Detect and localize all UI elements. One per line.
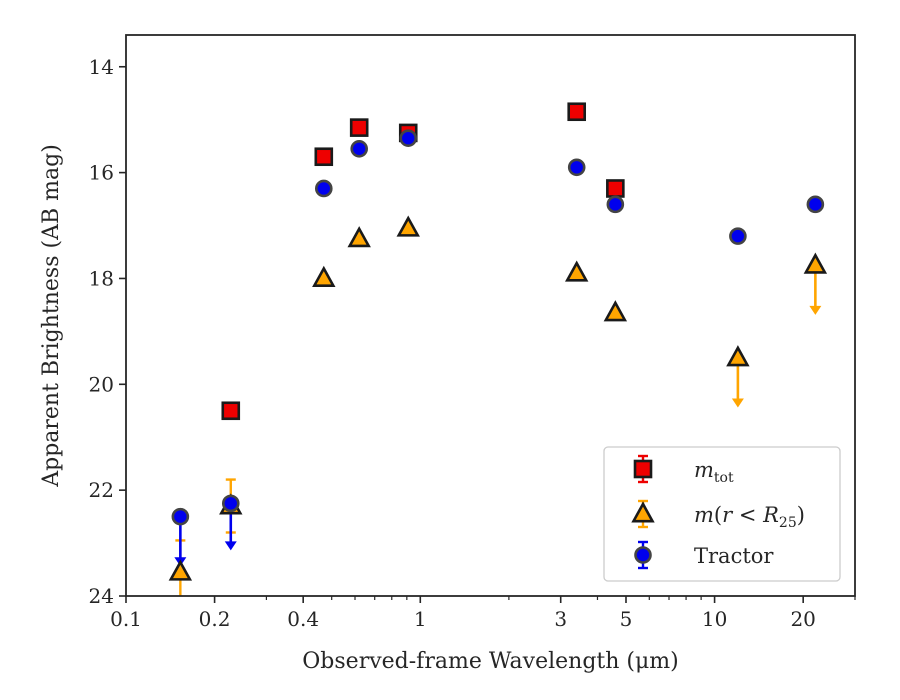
data-point-mr25 [803, 252, 828, 274]
data-point-mr25 [347, 226, 371, 248]
upper-limit-arrow-head [731, 398, 744, 408]
data-point-mr25 [168, 559, 193, 581]
data-point-mr25 [726, 345, 750, 367]
x-tick-label: 10 [702, 607, 727, 631]
data-point-mr25 [603, 300, 628, 322]
upper-limit-arrow-head [809, 305, 822, 315]
data-point-mr25 [565, 260, 589, 282]
x-tick-label: 20 [790, 607, 815, 631]
data-point-tractor [399, 129, 418, 148]
y-tick-label: 16 [89, 161, 114, 185]
data-point-tractor [350, 139, 368, 158]
plot-frame [125, 34, 856, 597]
data-point-tractor [806, 195, 825, 214]
series-tractor [171, 129, 825, 526]
data-point-mtot [221, 401, 241, 421]
data-point-tractor [606, 195, 625, 214]
x-tick-label: 1 [414, 607, 427, 631]
x-tick-label: 0.1 [110, 607, 142, 631]
data-point-mtot [314, 147, 334, 167]
x-tick-label: 5 [620, 607, 633, 631]
y-tick-label: 18 [89, 266, 114, 290]
x-tick-label: 0.2 [199, 607, 231, 631]
legend-marker-mr25 [631, 501, 655, 523]
x-tick-label: 3 [554, 607, 567, 631]
data-point-mtot [606, 179, 625, 198]
legend: mtot m(r < R25) Tractor [603, 446, 841, 582]
y-tick-label: 14 [89, 55, 114, 79]
y-axis-label: Apparent Brightness (AB mag) [39, 144, 64, 488]
legend-label-mtot: mtot [694, 458, 734, 486]
legend-marker-mtot [633, 459, 653, 479]
data-point-tractor [221, 494, 240, 513]
x-axis-label: Observed-frame Wavelength (μm) [302, 649, 678, 674]
data-point-mr25 [312, 265, 336, 287]
legend-label-mr25: m(r < R25) [694, 503, 805, 531]
y-tick-label: 22 [89, 478, 114, 502]
data-point-tractor [567, 158, 586, 177]
data-point-tractor [729, 227, 747, 245]
upper-limit-arrow-head [224, 541, 237, 551]
data-point-tractor [314, 179, 333, 198]
x-tick-label: 0.4 [287, 607, 319, 631]
series-mtot [221, 102, 625, 421]
legend-box [603, 446, 841, 582]
legend-marker-tractor [634, 546, 652, 564]
marks-layer [168, 102, 828, 596]
legend-label-tractor: Tractor [694, 544, 774, 568]
ticks-layer: 0.1 0.2 0.4 1 3 5 10 20 14 16 18 20 22 24 [89, 55, 856, 631]
data-point-tractor [171, 507, 190, 526]
y-tick-label: 20 [89, 372, 114, 396]
data-point-mtot [349, 118, 369, 137]
data-point-mtot [567, 102, 587, 122]
y-tick-label: 24 [89, 584, 114, 608]
data-point-mr25 [396, 215, 420, 237]
